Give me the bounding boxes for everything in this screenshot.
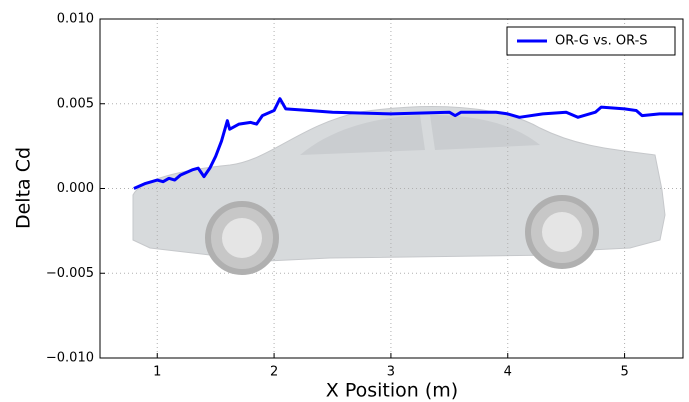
y-axis-label: Delta Cd bbox=[13, 147, 35, 229]
y-tick-label: 0.010 bbox=[57, 12, 94, 27]
series-line bbox=[133, 97, 683, 190]
x-tick-label: 3 bbox=[387, 365, 395, 380]
y-tick-label: 0.005 bbox=[57, 96, 94, 111]
x-tick-label: 5 bbox=[620, 365, 628, 380]
y-tick-label: 0.000 bbox=[57, 181, 94, 196]
y-tick-label: −0.010 bbox=[46, 351, 94, 366]
x-tick-label: 2 bbox=[270, 365, 278, 380]
x-axis-label: X Position (m) bbox=[326, 380, 458, 402]
legend-label: OR-G vs. OR-S bbox=[555, 34, 648, 49]
y-tick-label: −0.005 bbox=[46, 266, 94, 281]
plot-frame bbox=[99, 18, 684, 359]
x-tick-label: 4 bbox=[504, 365, 512, 380]
x-tick-label: 1 bbox=[153, 365, 161, 380]
car-illustration bbox=[132, 106, 666, 275]
